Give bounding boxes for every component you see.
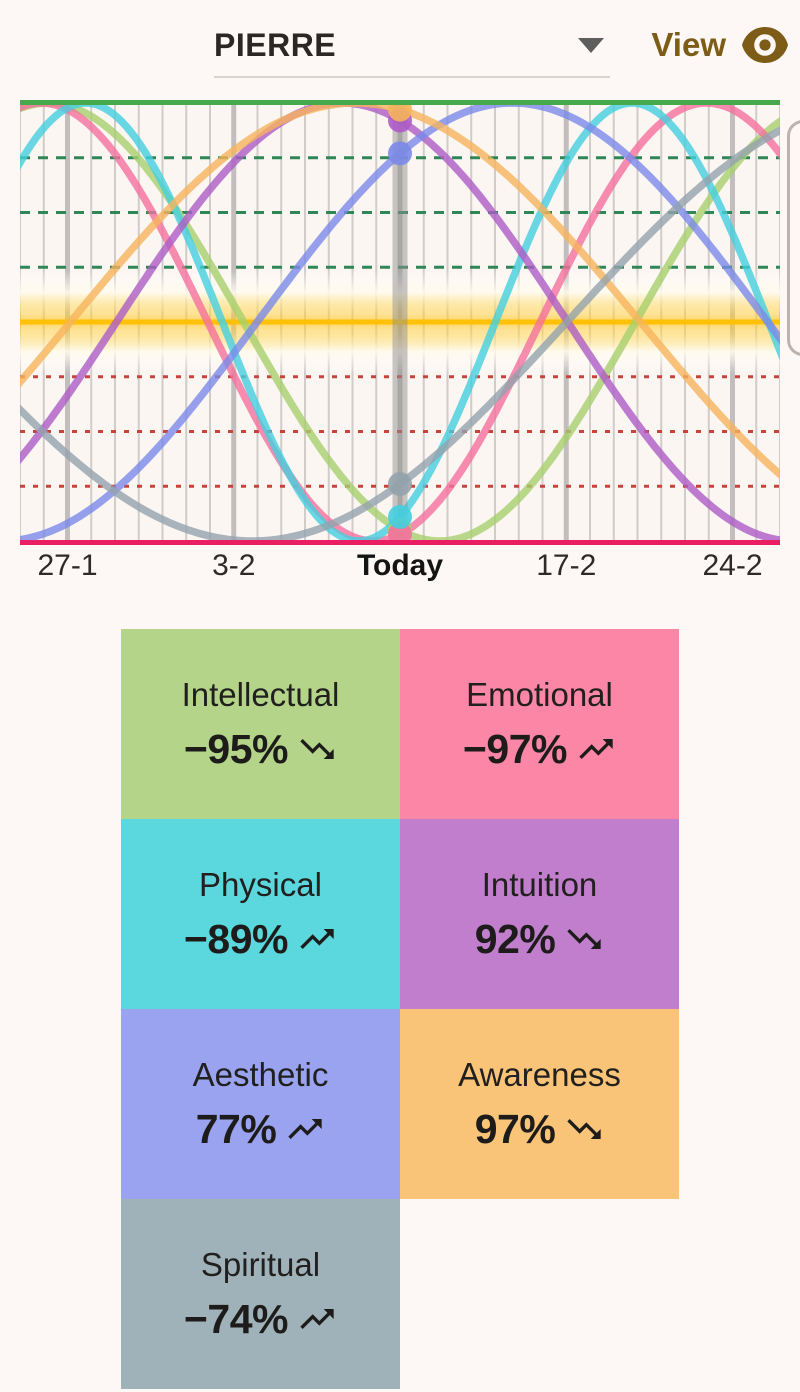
today-dot-spiritual[interactable] (388, 472, 412, 497)
card-label: Spiritual (200, 1245, 321, 1283)
chevron-down-icon[interactable] (578, 37, 604, 53)
trending-up-icon (297, 919, 337, 959)
x-axis-label-17-2: 17-2 (536, 549, 597, 582)
chart-top-border (20, 100, 780, 105)
x-axis-label-24-2: 24-2 (702, 549, 763, 582)
card-value: −95% (183, 725, 289, 772)
card-label: Awareness (458, 1055, 621, 1093)
today-dot-awareness[interactable] (388, 100, 412, 122)
card-physical[interactable]: Physical −89% (121, 819, 400, 1009)
today-dot-physical[interactable] (388, 504, 412, 529)
x-axis-label-today: Today (356, 549, 444, 582)
card-value: 92% (474, 915, 556, 962)
card-value: 97% (474, 1105, 556, 1152)
card-label: Aesthetic (192, 1055, 329, 1093)
card-spiritual[interactable]: Spiritual −74% (121, 1199, 400, 1389)
card-value: 77% (195, 1105, 277, 1152)
profile-name: PIERRE (214, 26, 337, 63)
card-label: Emotional (466, 675, 613, 713)
card-awareness[interactable]: Awareness 97% (400, 1009, 679, 1199)
card-label: Intellectual (181, 675, 340, 713)
today-dot-aesthetic[interactable] (388, 141, 412, 166)
eye-icon[interactable] (740, 25, 790, 65)
card-value: −89% (183, 915, 289, 962)
card-label: Physical (199, 865, 322, 903)
trending-down-icon (564, 1109, 604, 1149)
profile-select[interactable]: PIERRE (214, 14, 610, 78)
view-button-label: View (651, 26, 726, 63)
scrollbar-handle[interactable] (787, 120, 800, 356)
card-aesthetic[interactable]: Aesthetic 77% (121, 1009, 400, 1199)
card-emotional[interactable]: Emotional −97% (400, 629, 679, 819)
x-axis-label-27-1: 27-1 (37, 549, 98, 582)
today-marker[interactable] (392, 103, 408, 541)
biorhythm-chart[interactable] (20, 100, 780, 545)
card-value: −97% (462, 725, 568, 772)
biorhythm-chart-canvas[interactable] (20, 100, 780, 545)
trending-down-icon (564, 919, 604, 959)
x-axis-label-3-2: 3-2 (212, 549, 256, 582)
biorhythm-cards-grid: Intellectual −95% Emotional −97% Physica… (121, 629, 679, 1389)
card-value: −74% (183, 1295, 289, 1342)
card-intuition[interactable]: Intuition 92% (400, 819, 679, 1009)
trending-up-icon (297, 1299, 337, 1339)
trending-up-icon (576, 729, 616, 769)
trending-up-icon (285, 1109, 325, 1149)
trending-down-icon (297, 729, 337, 769)
card-label: Intuition (481, 865, 598, 903)
today-dot-emotional[interactable] (388, 522, 412, 545)
card-intellectual[interactable]: Intellectual −95% (121, 629, 400, 819)
x-axis: 27-1 3-2 Today 17-2 24-2 (20, 549, 780, 593)
chart-bottom-border (20, 540, 780, 545)
view-button[interactable]: View (645, 18, 796, 72)
